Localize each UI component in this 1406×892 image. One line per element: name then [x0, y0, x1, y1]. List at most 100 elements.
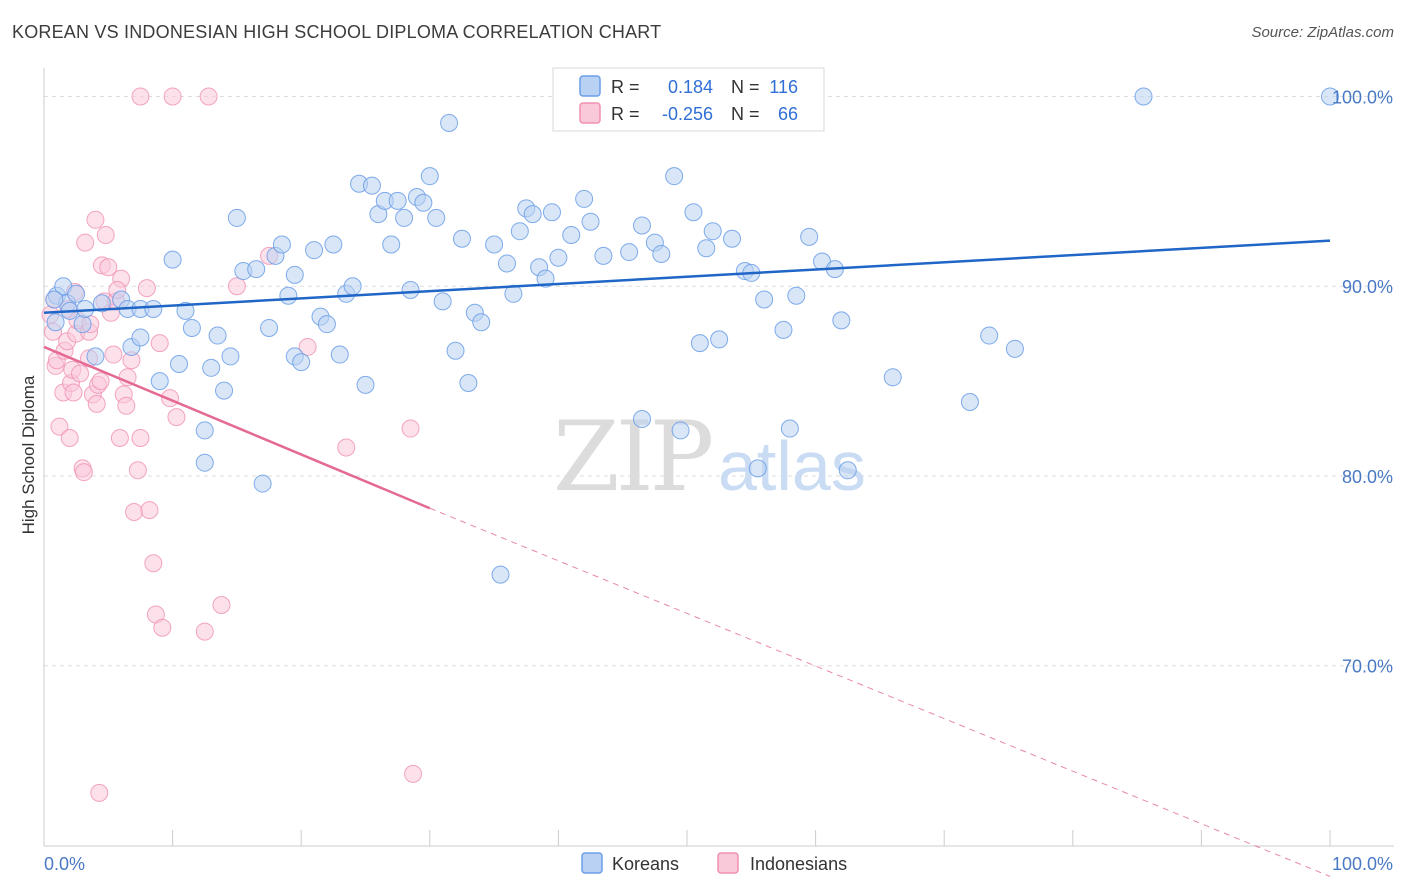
- korean-point: [883, 368, 902, 387]
- korean-point: [671, 421, 690, 440]
- korean-point: [1321, 87, 1339, 106]
- korean-point: [144, 299, 163, 318]
- korean-point: [86, 347, 105, 366]
- korean-point: [832, 311, 851, 330]
- korean-point: [485, 235, 504, 254]
- indonesian-point: [91, 372, 110, 391]
- indonesian-point: [131, 87, 150, 106]
- indonesian-point: [144, 554, 163, 573]
- korean-trend-line: [43, 239, 1331, 315]
- korean-point: [620, 243, 639, 262]
- korean-point: [774, 320, 793, 339]
- legend-r-value-korean: 0.184: [668, 77, 713, 97]
- y-axis-title: High School Diploma: [19, 375, 38, 534]
- indonesian-point: [90, 783, 109, 802]
- korean-point: [632, 410, 651, 429]
- indonesian-trend-line-extrapolated: [429, 507, 1331, 877]
- korean-point: [176, 301, 195, 320]
- series-legend-label-indonesian: Indonesians: [750, 854, 847, 874]
- legend-r-label-indonesian: R =: [611, 104, 640, 124]
- indonesian-point: [153, 618, 172, 637]
- korean-point: [452, 229, 471, 248]
- indonesian-point: [74, 463, 93, 482]
- korean-point: [980, 326, 999, 345]
- korean-point: [195, 421, 214, 440]
- korean-point: [697, 239, 716, 258]
- indonesian-point: [96, 225, 115, 244]
- korean-point: [703, 222, 722, 241]
- indonesian-points: [41, 87, 423, 802]
- indonesian-trend-line: [43, 345, 431, 510]
- korean-point: [285, 265, 304, 284]
- korean-point: [305, 241, 324, 260]
- korean-point: [260, 318, 279, 337]
- stats-legend: R = 0.184 N = 116 R = -0.256 N = 66: [552, 67, 825, 132]
- korean-point: [163, 250, 182, 269]
- indonesian-point: [212, 596, 231, 615]
- x-tick-label-max: 100.0%: [1332, 854, 1393, 874]
- indonesian-point: [150, 334, 169, 353]
- legend-n-value-korean: 116: [769, 77, 798, 97]
- legend-r-value-indonesian: -0.256: [662, 104, 713, 124]
- korean-point: [92, 294, 111, 313]
- x-axis-tick-labels: 0.0% 100.0%: [44, 854, 1393, 874]
- legend-n-value-indonesian: 66: [778, 104, 798, 124]
- korean-point: [1134, 87, 1153, 106]
- indonesian-point: [86, 210, 105, 229]
- indonesian-point: [110, 429, 129, 448]
- indonesian-point: [104, 345, 123, 364]
- indonesian-point: [128, 461, 147, 480]
- legend-r-label-korean: R =: [611, 77, 640, 97]
- korean-point: [800, 227, 819, 246]
- indonesian-point: [337, 438, 356, 457]
- korean-point: [446, 341, 465, 360]
- x-tick-label-min: 0.0%: [44, 854, 85, 874]
- indonesian-point: [87, 394, 106, 413]
- indonesian-point: [401, 419, 420, 438]
- indonesian-point: [167, 408, 186, 427]
- series-legend-swatch-korean: [581, 852, 603, 874]
- korean-point: [215, 381, 234, 400]
- korean-point: [420, 167, 439, 186]
- indonesian-point: [99, 258, 118, 277]
- korean-point: [459, 373, 478, 392]
- korean-point: [414, 193, 433, 212]
- korean-point: [748, 459, 767, 478]
- series-legend: Koreans Indonesians: [581, 852, 847, 874]
- legend-n-label-indonesian: N =: [731, 104, 760, 124]
- korean-point: [292, 353, 311, 372]
- korean-point: [247, 260, 266, 279]
- indonesian-point: [50, 417, 69, 436]
- indonesian-point: [125, 503, 144, 522]
- axes: [43, 68, 1394, 847]
- series-legend-swatch-indonesian: [717, 852, 739, 874]
- y-tick-label: 80.0%: [1342, 467, 1393, 487]
- korean-point: [523, 205, 542, 224]
- korean-point: [317, 315, 336, 334]
- korean-point: [46, 313, 65, 332]
- korean-point: [221, 347, 240, 366]
- korean-point: [170, 355, 189, 374]
- watermark: ZIP atlas: [553, 401, 866, 513]
- korean-point: [594, 246, 613, 265]
- korean-point: [73, 315, 92, 334]
- korean-point: [838, 461, 857, 480]
- korean-point: [575, 189, 594, 208]
- korean-point: [324, 235, 343, 254]
- korean-point: [510, 222, 529, 241]
- korean-point: [182, 318, 201, 337]
- korean-point: [497, 254, 516, 273]
- korean-point: [690, 334, 709, 353]
- korean-point: [356, 375, 375, 394]
- trend-lines: [43, 239, 1331, 877]
- korean-point: [131, 328, 150, 347]
- korean-point: [253, 474, 272, 493]
- grid-lines: [44, 95, 1394, 667]
- indonesian-point: [199, 87, 218, 106]
- korean-point: [45, 290, 64, 309]
- korean-point: [632, 216, 651, 235]
- legend-n-label-korean: N =: [731, 77, 760, 97]
- watermark-zip: ZIP: [553, 401, 712, 513]
- indonesian-point: [71, 364, 90, 383]
- y-tick-label: 100.0%: [1332, 87, 1393, 107]
